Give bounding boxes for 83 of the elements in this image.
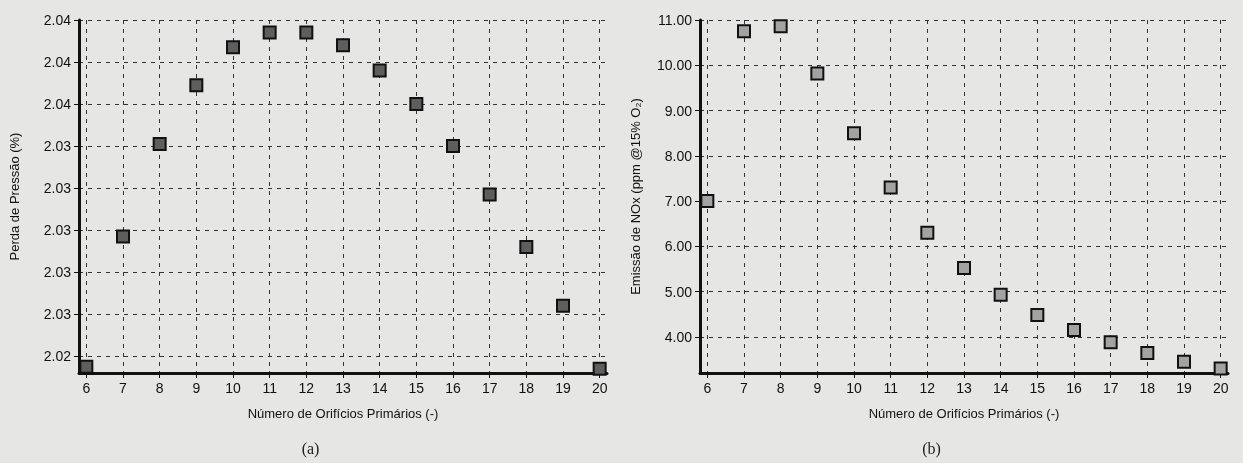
x-tick-label: 13	[335, 380, 351, 396]
point	[737, 24, 751, 39]
point	[700, 194, 715, 209]
y-tick-label: 7.00	[664, 193, 693, 210]
point	[299, 25, 314, 40]
y-tick-label: 10.00	[656, 57, 693, 74]
point	[79, 359, 94, 374]
point	[336, 38, 350, 53]
y-tick-label: 6.00	[664, 238, 693, 255]
x-tick-label: 20	[1212, 380, 1229, 396]
x-axis-title: Número de Orifícios Primários (-)	[868, 406, 1060, 421]
x-axis-title: Número de Orifícios Primários (-)	[247, 406, 439, 421]
x-tick-label: 10	[846, 380, 862, 396]
point	[1213, 361, 1228, 376]
y-tick-label: 2.02	[43, 348, 72, 365]
point	[446, 139, 460, 154]
point	[1030, 308, 1045, 323]
x-tick-label: 17	[481, 380, 498, 396]
point	[482, 187, 497, 202]
x-tick-label: 11	[883, 380, 899, 396]
y-tick-label: 8.00	[664, 147, 693, 164]
x-tick-label: 19	[1176, 380, 1192, 396]
point	[1140, 346, 1155, 361]
x-tick-label: 6	[703, 380, 712, 396]
x-tick-label: 16	[445, 380, 461, 396]
point	[226, 40, 240, 55]
x-tick-label: 19	[555, 380, 571, 396]
x-tick-label: 11	[262, 380, 278, 396]
text: (b)	[922, 439, 941, 458]
x-tick-label: 9	[813, 380, 822, 396]
x-tick-label: 7	[740, 380, 749, 396]
point	[810, 66, 825, 81]
point	[409, 97, 424, 112]
point	[262, 25, 277, 40]
point	[152, 136, 167, 151]
x-tick-label: 7	[119, 380, 128, 396]
x-tick-label: 14	[371, 380, 388, 396]
point	[957, 261, 971, 276]
x-tick-label: 10	[225, 380, 241, 396]
text: (a)	[301, 439, 320, 458]
x-tick-label: 17	[1102, 380, 1119, 396]
x-tick-label: 9	[192, 380, 201, 396]
x-tick-label: 8	[776, 380, 785, 396]
point	[773, 19, 788, 34]
x-tick-label: 12	[298, 380, 315, 396]
y-tick-label: 2.03	[43, 138, 72, 155]
point	[847, 126, 861, 141]
y-tick-label: 2.03	[43, 264, 72, 281]
y-tick-label: 2.04	[43, 12, 72, 28]
point	[116, 229, 130, 244]
y-tick-label: 4.00	[664, 328, 693, 345]
x-tick-label: 16	[1066, 380, 1082, 396]
x-tick-label: 15	[1029, 380, 1046, 396]
point	[556, 298, 570, 313]
point	[189, 78, 204, 93]
point	[372, 63, 387, 78]
point	[519, 239, 534, 254]
x-tick-label: 18	[1139, 380, 1156, 396]
y-tick-label: 2.03	[43, 180, 72, 197]
x-tick-label: 15	[408, 380, 425, 396]
y-tick-label: 2.03	[43, 306, 72, 323]
y-axis-title: Emissão de NOx (ppm @15% O₂)	[628, 98, 643, 295]
x-tick-label: 13	[956, 380, 972, 396]
y-axis-title: Perda de Pressão (%)	[7, 132, 22, 261]
point	[1067, 323, 1081, 338]
y-tick-label: 2.04	[43, 96, 72, 113]
point	[993, 287, 1008, 302]
y-tick-label: 9.00	[664, 102, 693, 119]
point	[1177, 354, 1191, 369]
point	[883, 180, 898, 195]
y-tick-label: 2.03	[43, 222, 72, 239]
point	[592, 361, 607, 376]
x-tick-label: 12	[919, 380, 936, 396]
x-tick-label: 8	[155, 380, 164, 396]
y-tick-label: 11.00	[658, 12, 693, 28]
x-tick-label: 14	[992, 380, 1009, 396]
point	[920, 225, 935, 240]
y-tick-label: 5.00	[664, 283, 693, 300]
point	[1103, 335, 1118, 350]
x-tick-label: 20	[591, 380, 608, 396]
y-tick-label: 2.04	[43, 54, 72, 71]
x-tick-label: 18	[518, 380, 535, 396]
x-tick-label: 6	[82, 380, 91, 396]
